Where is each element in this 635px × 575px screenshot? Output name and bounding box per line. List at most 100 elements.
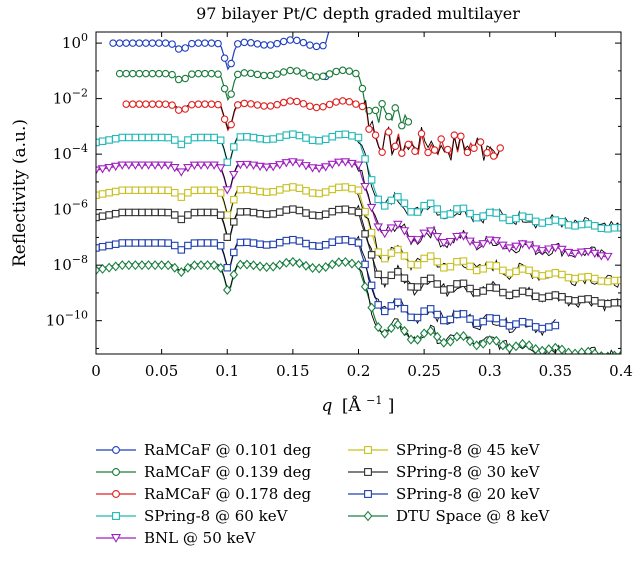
data-point <box>308 262 317 273</box>
data-point <box>394 245 402 254</box>
series-4 <box>96 158 613 262</box>
data-point <box>255 261 265 272</box>
data-point <box>209 161 219 170</box>
data-point <box>236 238 245 247</box>
data-point <box>295 237 304 245</box>
data-point <box>137 260 147 271</box>
data-point <box>243 238 251 247</box>
y-tick-label: 100 <box>62 31 88 52</box>
data-point <box>492 314 501 323</box>
data-point <box>505 269 514 277</box>
data-point <box>367 302 376 313</box>
data-point <box>590 348 599 354</box>
data-point <box>306 41 314 49</box>
y-tick-label: 10−6 <box>53 198 88 219</box>
data-point <box>170 262 179 273</box>
x-axis-unit: [Å <box>342 395 362 416</box>
data-point <box>545 270 553 278</box>
data-point <box>151 239 159 247</box>
data-point <box>420 254 428 263</box>
data-point <box>380 307 389 316</box>
x-axis-var: q <box>322 396 333 416</box>
data-point <box>584 220 592 228</box>
data-point <box>538 324 546 333</box>
data-point <box>256 187 264 196</box>
series-5 <box>96 183 621 288</box>
data-point <box>400 252 409 260</box>
data-point <box>348 184 356 193</box>
data-point <box>203 239 212 247</box>
data-point <box>413 313 422 322</box>
data-point <box>537 247 548 256</box>
x-tick-label: 0.35 <box>539 362 572 380</box>
data-point <box>293 67 301 75</box>
data-point <box>584 295 592 303</box>
data-point <box>220 84 229 93</box>
data-point <box>558 270 566 279</box>
data-point <box>437 135 445 143</box>
data-point <box>610 224 619 232</box>
data-point <box>453 257 461 266</box>
data-point <box>143 161 154 170</box>
legend-marker <box>112 512 120 520</box>
data-point <box>426 252 435 260</box>
legend-label: RaMCaF @ 0.139 deg <box>144 463 311 481</box>
data-point <box>466 262 474 271</box>
data-point <box>174 106 183 114</box>
data-point <box>98 212 107 220</box>
data-point <box>135 100 144 108</box>
data-point <box>603 252 613 262</box>
data-point <box>433 331 442 342</box>
y-axis: 100 10−2 10−4 10−6 10−8 10−10 <box>46 31 621 349</box>
x-tick-label: 0.1 <box>215 362 239 380</box>
data-point <box>142 39 150 47</box>
data-point <box>492 209 501 217</box>
data-point <box>144 260 153 271</box>
legend-item: RaMCaF @ 0.101 deg <box>96 441 311 459</box>
data-point <box>472 340 481 351</box>
data-point <box>168 40 176 48</box>
data-point <box>315 242 323 250</box>
data-point <box>361 230 369 238</box>
data-point <box>373 223 383 232</box>
data-point <box>570 348 580 354</box>
data-point <box>236 133 245 141</box>
data-point <box>505 216 514 225</box>
data-point <box>302 209 310 217</box>
data-point <box>571 222 579 230</box>
data-point <box>201 69 209 78</box>
data-point <box>321 188 330 196</box>
data-point <box>518 317 527 326</box>
data-point <box>261 163 272 172</box>
data-point <box>220 115 229 123</box>
legend-item: BNL @ 50 keV <box>96 529 256 547</box>
data-point <box>115 69 124 78</box>
data-point <box>282 257 291 268</box>
data-point <box>564 347 573 354</box>
data-point <box>144 208 153 217</box>
data-point <box>131 208 140 217</box>
data-point <box>466 315 474 323</box>
data-point <box>354 133 363 142</box>
data-point <box>131 133 140 142</box>
data-point <box>253 40 262 48</box>
series-6 <box>96 204 621 312</box>
data-point <box>478 240 488 249</box>
data-point <box>201 39 209 47</box>
data-point <box>610 299 619 307</box>
data-point <box>576 248 587 257</box>
data-point <box>354 186 363 194</box>
data-point <box>234 101 242 109</box>
legend-marker <box>364 490 372 498</box>
data-point <box>230 248 238 257</box>
data-point <box>131 239 140 247</box>
data-point <box>164 133 172 142</box>
data-point <box>424 148 432 157</box>
data-point <box>426 199 435 208</box>
data-point <box>325 100 334 109</box>
data-point <box>479 265 487 273</box>
data-point <box>327 160 338 170</box>
data-point <box>380 277 389 285</box>
data-point <box>419 328 429 339</box>
data-point <box>222 186 233 195</box>
